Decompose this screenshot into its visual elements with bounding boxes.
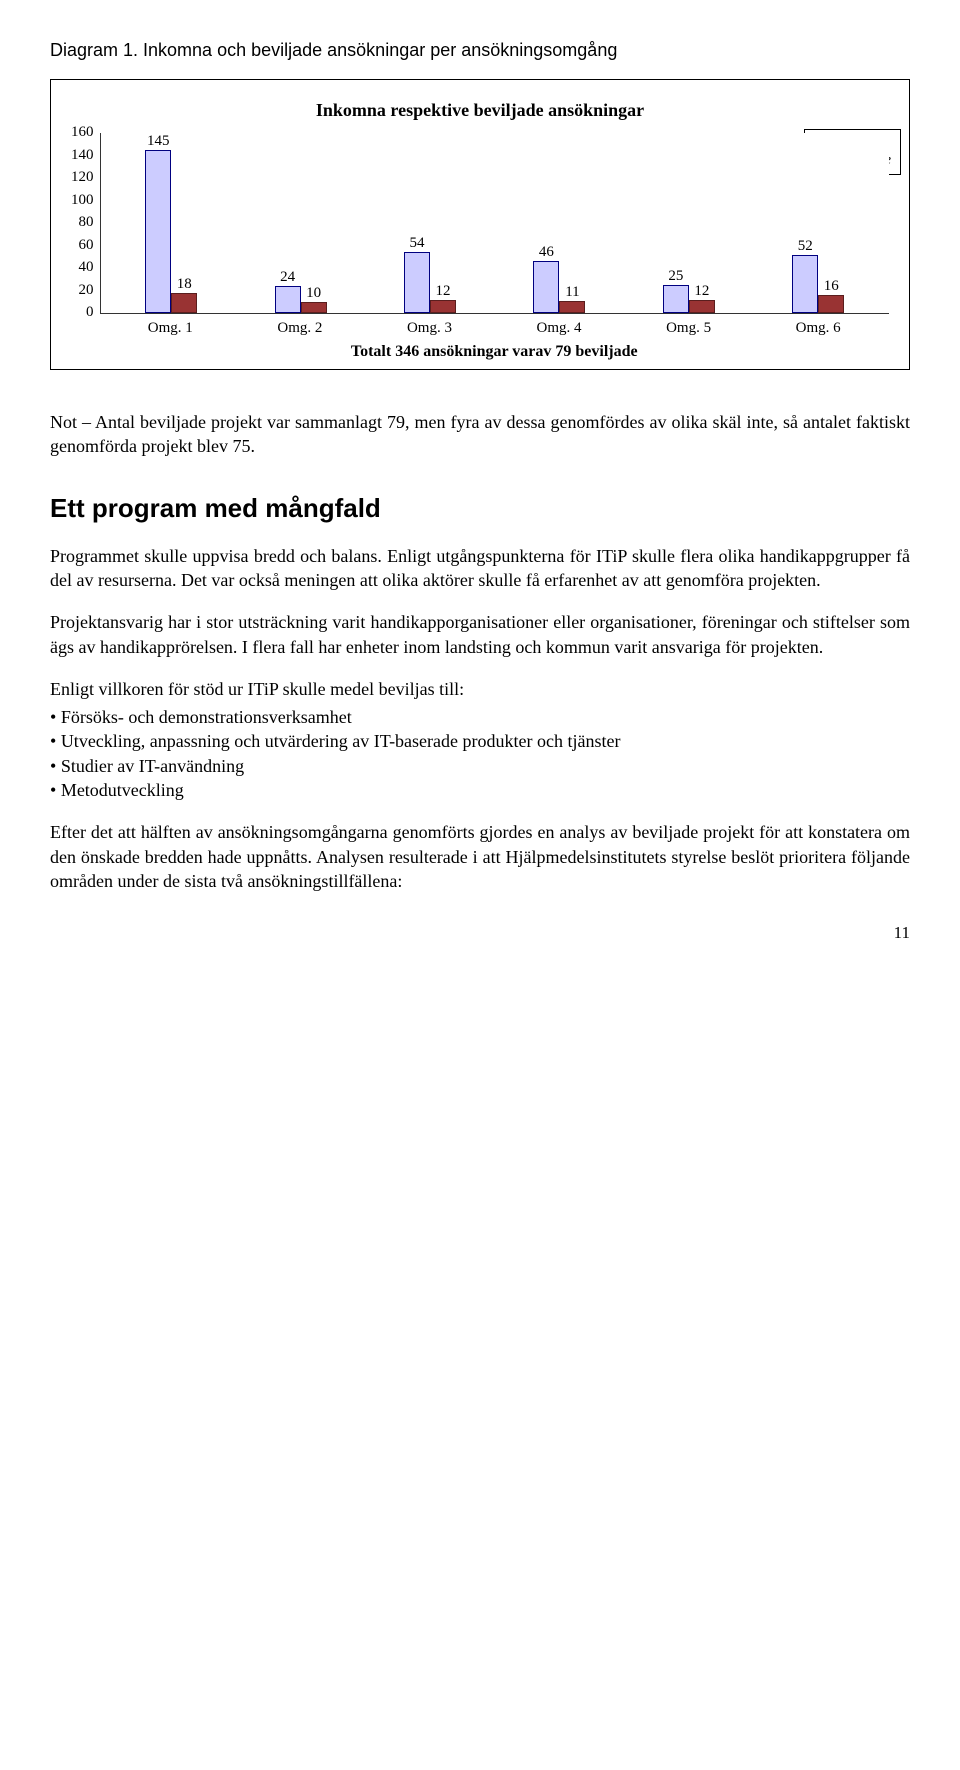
paragraph: Projektansvarig har i stor utsträckning … (50, 610, 910, 659)
bar: 54 (404, 252, 430, 313)
x-tick: Omg. 2 (270, 320, 330, 337)
chart-subtitle: Totalt 346 ansökningar varav 79 beviljad… (100, 343, 890, 361)
chart-plot: 1451824105412461125125216 (100, 133, 890, 314)
chart-title: Inkomna respektive beviljade ansökningar (71, 100, 889, 121)
list-item: Studier av IT-användning (50, 754, 910, 778)
paragraph: Programmet skulle uppvisa bredd och bala… (50, 544, 910, 593)
bar-value-label: 24 (276, 269, 300, 286)
bar-value-label: 54 (405, 235, 429, 252)
y-axis: 160140120100806040200 (71, 133, 100, 313)
section-heading: Ett program med mångfald (50, 491, 910, 526)
bar: 145 (145, 150, 171, 313)
x-tick: Omg. 4 (529, 320, 589, 337)
bar-group: 5216 (792, 255, 844, 314)
bar: 12 (430, 300, 456, 314)
page-number: 11 (50, 923, 910, 943)
bar-value-label: 25 (664, 268, 688, 285)
bullet-list: Försöks- och demonstrationsverksamhetUtv… (50, 705, 910, 802)
bar-value-label: 12 (431, 283, 455, 300)
paragraph: Efter det att hälften av ansökningsomgån… (50, 820, 910, 893)
bar: 18 (171, 293, 197, 313)
bar: 16 (818, 295, 844, 313)
bar: 11 (559, 301, 585, 313)
bar-group: 14518 (145, 150, 197, 313)
diagram-caption: Diagram 1. Inkomna och beviljade ansökni… (50, 40, 910, 61)
chart-container: Inkomna respektive beviljade ansökningar… (50, 79, 910, 370)
bar: 12 (689, 300, 715, 314)
bar: 52 (792, 255, 818, 314)
x-tick: Omg. 1 (140, 320, 200, 337)
bar-value-label: 12 (690, 283, 714, 300)
note-text: Not – Antal beviljade projekt var samman… (50, 410, 910, 459)
chart-area: 160140120100806040200 InkomnaBeviljade 1… (71, 133, 889, 361)
x-axis: Omg. 1 Omg. 2 Omg. 3 Omg. 4 Omg. 5 Omg. 6 (100, 314, 890, 337)
bar: 10 (301, 302, 327, 313)
list-intro: Enligt villkoren för stöd ur ITiP skulle… (50, 677, 910, 701)
bar: 25 (663, 285, 689, 313)
bar-value-label: 46 (534, 244, 558, 261)
bar-value-label: 16 (819, 278, 843, 295)
bar-group: 2410 (275, 286, 327, 313)
bar-group: 5412 (404, 252, 456, 313)
list-item: Försöks- och demonstrationsverksamhet (50, 705, 910, 729)
bar: 24 (275, 286, 301, 313)
x-tick: Omg. 6 (788, 320, 848, 337)
x-tick: Omg. 5 (659, 320, 719, 337)
bar-group: 4611 (533, 261, 585, 313)
body-text: Not – Antal beviljade projekt var samman… (50, 410, 910, 893)
bar-value-label: 10 (302, 285, 326, 302)
bar: 46 (533, 261, 559, 313)
x-tick: Omg. 3 (399, 320, 459, 337)
bar-group: 2512 (663, 285, 715, 313)
bar-value-label: 18 (172, 276, 196, 293)
bar-value-label: 11 (560, 284, 584, 301)
bar-value-label: 145 (146, 133, 170, 150)
list-item: Metodutveckling (50, 778, 910, 802)
list-item: Utveckling, anpassning och utvärdering a… (50, 729, 910, 753)
bar-value-label: 52 (793, 238, 817, 255)
